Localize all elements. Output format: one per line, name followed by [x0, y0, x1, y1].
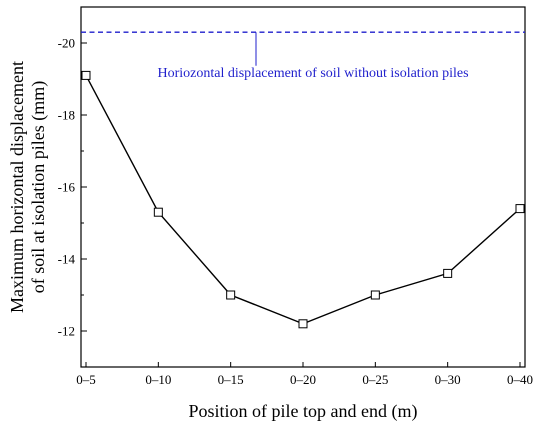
data-point — [370, 290, 380, 300]
series-group — [81, 70, 525, 329]
y-tick-label: -20 — [58, 36, 75, 51]
data-point — [226, 290, 236, 300]
data-point — [443, 268, 453, 278]
y-axis-title-group: Maximum horizontal displacement of soil … — [7, 61, 49, 313]
y-axis-title-line1: Maximum horizontal displacement — [7, 61, 27, 313]
y-tick-label: -16 — [58, 180, 76, 195]
x-tick-label: 0–30 — [435, 372, 461, 387]
x-tick-label: 0–10 — [145, 372, 171, 387]
y-tick-label: -14 — [58, 252, 76, 267]
x-axis: 0–5 0–10 0–15 0–20 0–25 0–30 0–40 — [76, 362, 533, 387]
y-axis-title-line2: of soil at isolation piles (mm) — [28, 81, 49, 293]
data-point — [515, 204, 525, 214]
y-tick-label: -18 — [58, 108, 75, 123]
reference-line-group: Horiozontal displacement of soil without… — [81, 31, 525, 81]
data-point — [298, 319, 308, 329]
x-tick-label: 0–5 — [76, 372, 96, 387]
reference-line-label: Horiozontal displacement of soil without… — [157, 66, 468, 81]
x-tick-label: 0–15 — [218, 372, 244, 387]
data-point — [153, 207, 163, 217]
x-tick-label: 0–20 — [290, 372, 316, 387]
x-tick-label: 0–25 — [362, 372, 388, 387]
y-axis: -12 -14 -16 -18 -20 — [58, 6, 87, 368]
x-tick-label: 0–40 — [507, 372, 533, 387]
y-tick-label: -12 — [58, 324, 75, 339]
x-axis-title: Position of pile top and end (m) — [189, 401, 418, 422]
plot-frame — [80, 6, 526, 368]
series-line — [85, 75, 521, 325]
data-point — [81, 70, 91, 80]
